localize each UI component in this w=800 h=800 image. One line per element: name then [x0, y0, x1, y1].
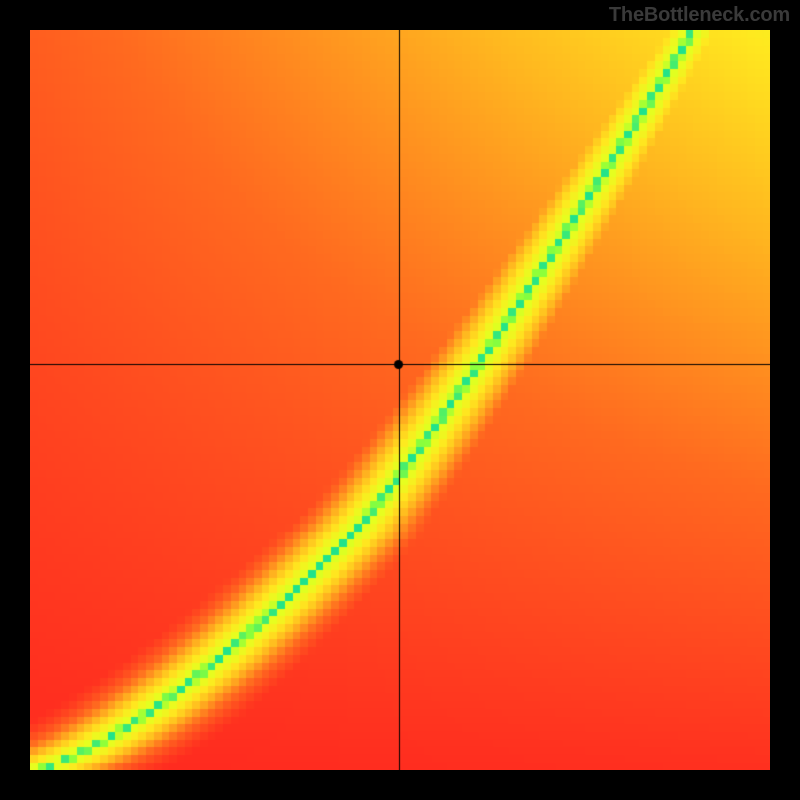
chart-container: TheBottleneck.com: [0, 0, 800, 800]
heatmap-canvas: [30, 30, 770, 770]
watermark-text: TheBottleneck.com: [609, 4, 790, 27]
